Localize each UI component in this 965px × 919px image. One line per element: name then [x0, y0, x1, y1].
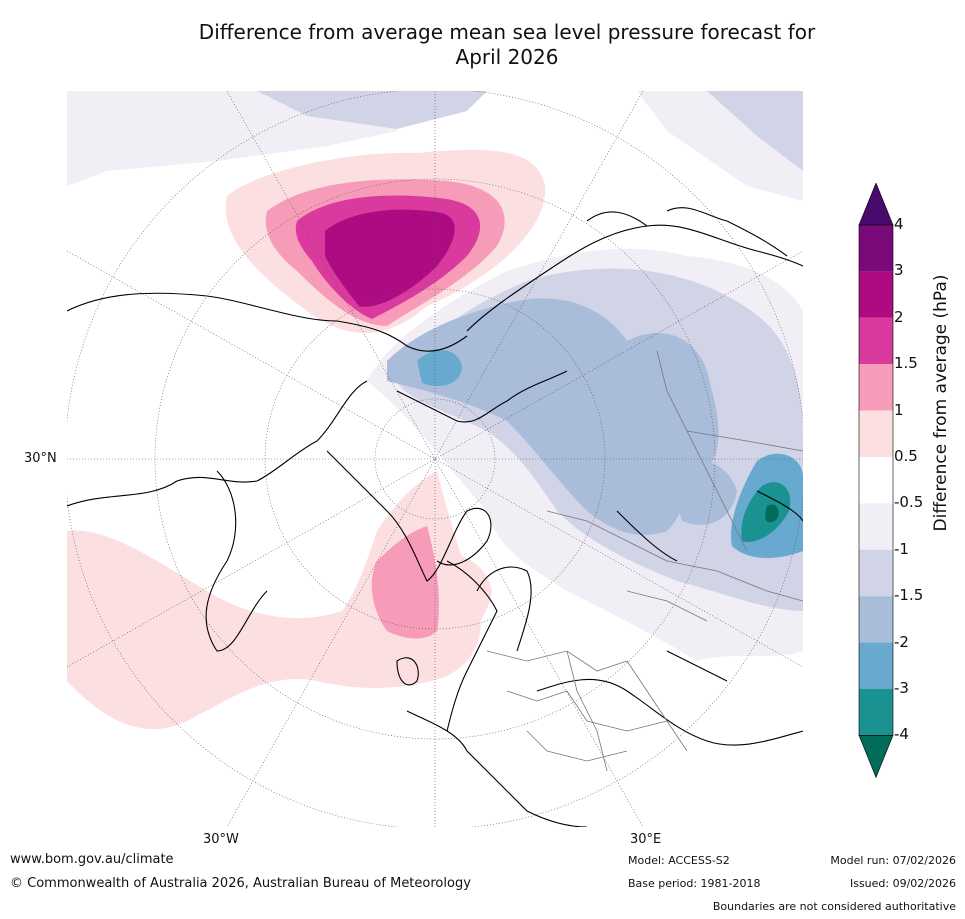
- website-link[interactable]: www.bom.gov.au/climate: [10, 852, 174, 867]
- anomaly-fields: [67, 91, 803, 730]
- chart-title-line2: April 2026: [455, 45, 559, 69]
- anomaly-neg-2c: [667, 460, 737, 525]
- colorbar-bin: [859, 271, 893, 318]
- copyright-text: © Commonwealth of Australia 2026, Austra…: [10, 876, 471, 891]
- graticule: [67, 91, 803, 827]
- colorbar-tick-label: 3: [894, 261, 904, 280]
- anomaly-neg-3: [417, 350, 462, 387]
- coastlines: [67, 207, 803, 827]
- pressure-anomaly-map: [67, 91, 803, 827]
- colorbar-arrow-min: [858, 735, 894, 779]
- model-run: Model run: 07/02/2026: [830, 854, 956, 867]
- colorbar-bin: [859, 364, 893, 411]
- colorbar-tick-label: 0.5: [894, 447, 918, 465]
- anomaly-pos-atlantic: [67, 471, 481, 730]
- chart-title: Difference from average mean sea level p…: [0, 20, 965, 70]
- anomaly-pos-3: [325, 209, 455, 307]
- colorbar: [858, 183, 894, 779]
- lat-label-30n: 30°N: [24, 451, 57, 466]
- colorbar-tick-label: -4: [894, 725, 909, 744]
- colorbar-tick-label: -3: [894, 679, 909, 697]
- colorbar-tick-label: -2: [894, 632, 909, 651]
- colorbar-bin: [859, 596, 893, 643]
- colorbar-tick-label: 1: [894, 400, 904, 419]
- colorbar-bin: [859, 503, 893, 550]
- colorbar-bin: [859, 317, 893, 365]
- anomaly-neg-2: [387, 298, 691, 535]
- base-period: Base period: 1981-2018: [628, 877, 761, 890]
- colorbar-title: Difference from average (hPa): [931, 274, 951, 532]
- colorbar-tick-label: 1.5: [894, 354, 918, 373]
- colorbar-bin: [859, 549, 893, 597]
- colorbar-bin: [859, 689, 893, 736]
- colorbar-bin: [859, 457, 893, 504]
- colorbar-tick-label: -1.5: [894, 586, 924, 605]
- issued-date: Issued: 09/02/2026: [849, 877, 956, 890]
- lon-label-30e: 30°E: [630, 832, 662, 847]
- colorbar-tick-label: 2: [894, 307, 904, 326]
- boundaries-disclaimer: Boundaries are not considered authoritat…: [712, 900, 956, 913]
- map-panel: [67, 91, 803, 827]
- anomaly-pos-atlantic-15: [371, 526, 439, 639]
- colorbar-bin: [859, 225, 893, 272]
- colorbar-bin: [859, 410, 893, 457]
- chart-title-line1: Difference from average mean sea level p…: [198, 20, 816, 44]
- anomaly-neg-top-2: [257, 91, 487, 129]
- colorbar-tick-label: -1: [894, 539, 909, 558]
- anomaly-neg-4b: [765, 504, 779, 523]
- colorbar-tick-label: 4: [894, 215, 904, 233]
- colorbar-tick-label: -0.5: [894, 493, 924, 512]
- model-name: Model: ACCESS-S2: [628, 854, 730, 867]
- country-borders: [486, 350, 803, 772]
- colorbar-arrow-max: [858, 183, 894, 226]
- anomaly-neg-topright-2: [707, 91, 803, 171]
- anomaly-pos-green: [447, 551, 492, 651]
- colorbar-bin: [859, 642, 893, 689]
- lon-label-30w: 30°W: [203, 832, 239, 847]
